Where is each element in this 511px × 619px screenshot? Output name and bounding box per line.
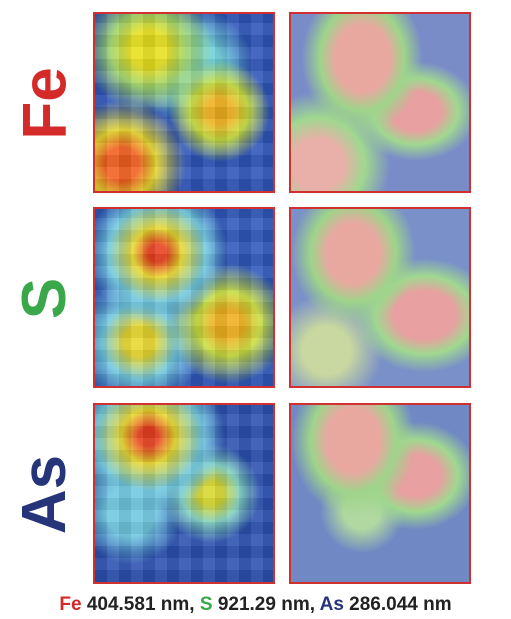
caption-separator: , xyxy=(189,594,195,615)
element-label: Fe xyxy=(0,12,90,195)
smoothed-map xyxy=(289,403,471,584)
caption-separator: , xyxy=(309,594,316,615)
caption-element: Fe xyxy=(59,594,82,615)
element-label: As xyxy=(0,403,90,586)
element-label: S xyxy=(0,207,90,390)
caption-wavelength: 286.044 nm xyxy=(349,594,452,615)
smoothed-map xyxy=(289,12,471,193)
elemental-map xyxy=(93,12,275,193)
caption: Fe 404.581 nm, S 921.29 nm, As 286.044 n… xyxy=(0,594,511,616)
caption-element: As xyxy=(319,594,344,615)
element-symbol: Fe xyxy=(10,67,80,140)
element-symbol: As xyxy=(10,454,80,535)
smoothed-map xyxy=(289,207,471,388)
element-symbol: S xyxy=(10,277,80,320)
elemental-map xyxy=(93,207,275,388)
elemental-map xyxy=(93,403,275,584)
caption-element: S xyxy=(199,594,213,615)
caption-wavelength: 404.581 nm xyxy=(86,594,190,615)
caption-wavelength: 921.29 nm xyxy=(217,594,310,615)
